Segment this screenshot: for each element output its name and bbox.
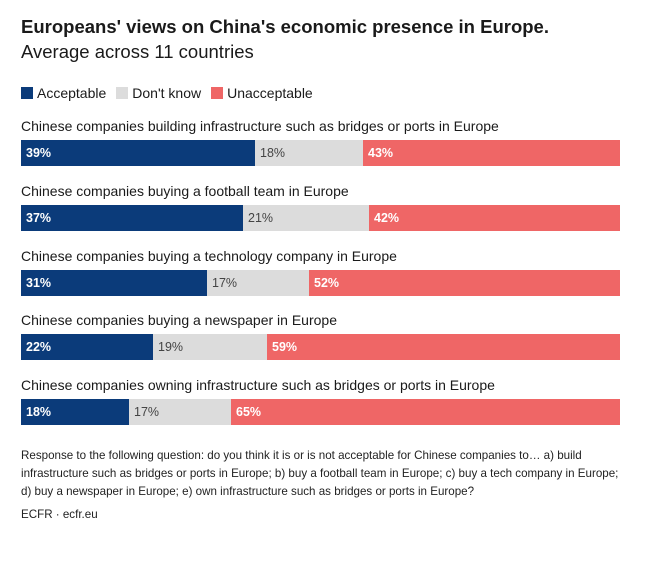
bar-unacceptable: 52% bbox=[309, 269, 620, 296]
data-label: 65% bbox=[236, 405, 262, 420]
data-label: 17% bbox=[134, 405, 160, 420]
bar-acceptable: 18% bbox=[21, 399, 129, 426]
data-label: 37% bbox=[26, 210, 52, 225]
chart-title: Europeans' views on China's economic pre… bbox=[21, 14, 621, 64]
source: ECFR · ecfr.eu bbox=[21, 508, 98, 521]
bar-acceptable: 31% bbox=[21, 269, 207, 296]
data-label: 43% bbox=[368, 146, 394, 160]
legend-swatch-dont-know bbox=[116, 87, 129, 99]
data-label: 18% bbox=[26, 405, 52, 420]
legend-swatch-acceptable bbox=[21, 87, 33, 99]
bar-dont-know: 18% bbox=[255, 140, 363, 166]
stacked-bar: 22% 19% 59% bbox=[21, 334, 620, 361]
stacked-bar: 37% 21% 42% bbox=[21, 204, 620, 231]
data-label: 21% bbox=[248, 210, 274, 225]
bar-dont-know: 19% bbox=[153, 334, 267, 361]
row-label: Chinese companies building infrastructur… bbox=[21, 118, 499, 134]
legend-item-acceptable: Acceptable bbox=[21, 85, 106, 101]
chart-title-bold: Europeans' views on China's economic pre… bbox=[21, 16, 549, 37]
data-label: 31% bbox=[26, 275, 52, 290]
legend-swatch-unacceptable bbox=[211, 87, 224, 99]
data-label: 22% bbox=[26, 340, 52, 355]
data-label: 17% bbox=[212, 275, 238, 290]
row-label: Chinese companies owning infrastructure … bbox=[21, 377, 495, 394]
data-label: 52% bbox=[314, 275, 340, 290]
row-label: Chinese companies buying a technology co… bbox=[21, 247, 397, 264]
legend: Acceptable Don't know Unacceptable bbox=[21, 85, 323, 101]
legend-item-unacceptable: Unacceptable bbox=[211, 85, 313, 101]
bar-unacceptable: 42% bbox=[369, 204, 620, 231]
bar-dont-know: 17% bbox=[129, 399, 231, 426]
data-label: 42% bbox=[374, 210, 400, 225]
bar-acceptable: 37% bbox=[21, 204, 243, 231]
chart-title-normal: Average across 11 countries bbox=[21, 41, 254, 62]
stacked-bar: 39% 18% 43% bbox=[21, 140, 620, 166]
bar-unacceptable: 59% bbox=[267, 334, 620, 361]
stacked-bar: 18% 17% 65% bbox=[21, 399, 620, 426]
bar-dont-know: 17% bbox=[207, 269, 309, 296]
legend-label-dont-know: Don't know bbox=[132, 85, 202, 101]
bar-unacceptable: 65% bbox=[231, 399, 620, 426]
legend-label-acceptable: Acceptable bbox=[37, 85, 107, 101]
legend-item-dont-know: Don't know bbox=[116, 85, 201, 101]
data-label: 19% bbox=[158, 340, 184, 355]
stacked-bar: 31% 17% 52% bbox=[21, 269, 620, 296]
bar-dont-know: 21% bbox=[243, 204, 369, 231]
bar-acceptable: 39% bbox=[21, 140, 255, 166]
bar-unacceptable: 43% bbox=[363, 140, 620, 166]
footnote: Response to the following question: do y… bbox=[21, 449, 619, 498]
row-label: Chinese companies buying a newspaper in … bbox=[21, 312, 337, 329]
bar-acceptable: 22% bbox=[21, 334, 153, 361]
data-label: 18% bbox=[260, 146, 286, 160]
legend-label-unacceptable: Unacceptable bbox=[227, 85, 313, 101]
data-label: 59% bbox=[272, 340, 298, 355]
row-label: Chinese companies buying a football team… bbox=[21, 182, 349, 199]
data-label: 39% bbox=[26, 146, 52, 160]
